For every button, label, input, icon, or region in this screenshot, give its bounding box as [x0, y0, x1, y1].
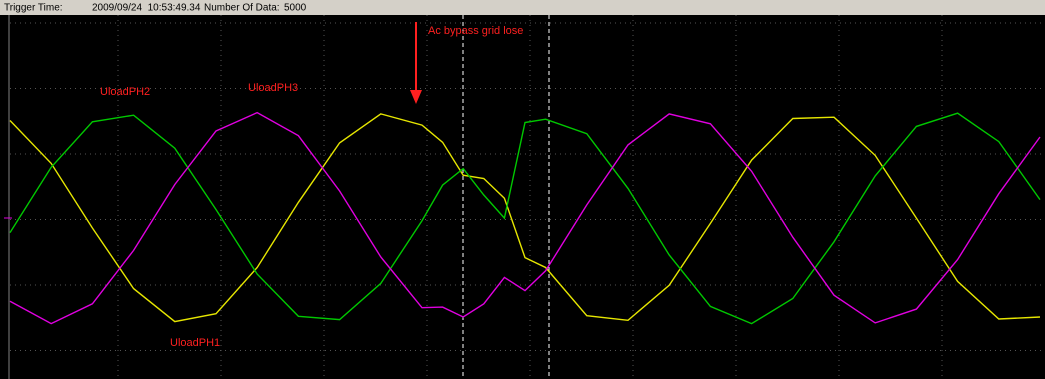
header-bar	[0, 0, 1045, 15]
event-annotation: Ac bypass grid lose	[428, 25, 523, 37]
series-label: UloadPH2	[100, 86, 150, 98]
series-label: UloadPH3	[248, 82, 298, 94]
graticule	[10, 15, 1045, 379]
data-count: 5000	[284, 3, 307, 14]
data-count-label: Number Of Data:	[204, 3, 280, 14]
plot-area	[0, 15, 1045, 379]
series-label: UloadPH1	[170, 337, 220, 349]
waveform	[9, 111, 1041, 325]
trigger-label: Trigger Time:	[4, 3, 63, 14]
trigger-time: 2009/09/24 10:53:49.34	[92, 3, 201, 14]
waveform	[9, 113, 1041, 323]
event-arrow-head	[410, 90, 422, 104]
waveform	[9, 112, 1041, 325]
